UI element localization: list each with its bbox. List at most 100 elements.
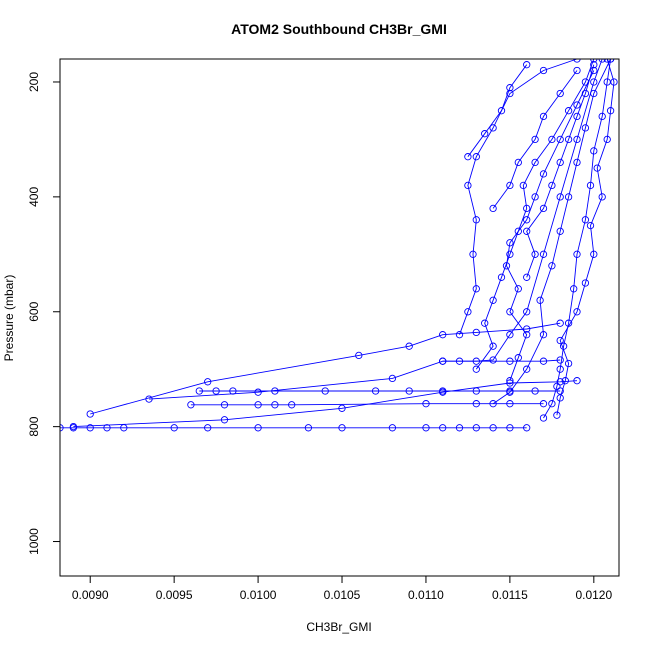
data-point: [187, 401, 195, 409]
data-point: [581, 124, 590, 132]
data-point: [514, 354, 522, 362]
data-point: [506, 377, 514, 385]
series-6: [439, 59, 606, 365]
data-point: [561, 377, 569, 385]
data-point: [573, 308, 581, 316]
series-layer: [60, 59, 618, 432]
data-point: [573, 66, 581, 75]
data-point: [506, 89, 514, 98]
data-point: [489, 400, 497, 408]
data-point: [556, 319, 564, 327]
data-point: [405, 387, 413, 395]
series-line: [506, 70, 595, 381]
data-point: [288, 401, 296, 409]
data-point: [506, 181, 514, 190]
data-point: [220, 401, 229, 409]
series-line: [526, 64, 595, 278]
data-point: [573, 158, 581, 167]
data-point: [573, 59, 581, 63]
data-point: [506, 84, 514, 92]
data-point: [556, 394, 564, 402]
data-point: [590, 147, 598, 155]
data-point: [581, 216, 590, 224]
data-point: [556, 365, 564, 373]
series-9: [539, 59, 615, 422]
data-point: [590, 78, 598, 86]
data-point: [472, 400, 480, 408]
data-point: [355, 351, 363, 360]
data-point: [69, 422, 78, 431]
series-line: [492, 59, 612, 405]
data-point: [514, 227, 522, 235]
series-4: [86, 319, 564, 418]
series-3: [145, 356, 564, 403]
data-point: [539, 204, 548, 213]
series-14: [464, 61, 531, 161]
data-point: [439, 331, 447, 339]
y-tick-label: 800: [27, 416, 41, 436]
data-point: [489, 204, 497, 213]
x-tick-label: 0.0090: [72, 588, 109, 602]
x-axis-label: CH3Br_GMI: [306, 620, 371, 634]
x-tick-label: 0.0105: [324, 588, 361, 602]
data-point: [581, 279, 590, 287]
x-tick-label: 0.0095: [156, 588, 193, 602]
data-point: [573, 250, 581, 258]
series-line: [556, 59, 615, 416]
data-point: [405, 342, 413, 350]
data-point: [536, 296, 544, 304]
data-point: [489, 296, 497, 304]
data-point: [556, 227, 564, 235]
data-point: [514, 285, 522, 293]
series-15: [489, 66, 581, 213]
x-tick-label: 0.0120: [575, 588, 612, 602]
data-point: [523, 227, 531, 235]
data-point: [506, 331, 514, 339]
data-point: [489, 342, 497, 350]
data-point: [590, 250, 598, 258]
y-tick-label: 600: [27, 301, 41, 321]
data-point: [204, 378, 212, 386]
data-point: [603, 135, 611, 144]
data-point: [195, 387, 203, 395]
series-12: [553, 59, 618, 419]
data-point: [472, 365, 480, 373]
data-point: [548, 400, 556, 408]
data-point: [570, 285, 578, 293]
data-point: [506, 239, 514, 247]
data-point: [564, 193, 573, 201]
series-clip-group: [60, 59, 618, 432]
data-point: [439, 424, 447, 432]
data-point: [581, 89, 590, 98]
data-point: [519, 181, 527, 190]
series-11: [472, 59, 598, 373]
data-point: [523, 273, 531, 281]
data-point: [86, 410, 94, 418]
data-point: [481, 130, 489, 138]
series-2: [187, 400, 548, 409]
data-point: [598, 59, 606, 63]
data-point: [271, 401, 279, 409]
data-point: [553, 411, 561, 419]
x-tick-label: 0.0110: [408, 588, 444, 602]
data-point: [523, 331, 531, 339]
data-point: [254, 401, 262, 409]
x-axis: 0.0090 0.0095 0.0100 0.0105 0.0110 0.0115 0.01…: [72, 576, 612, 602]
data-point: [606, 59, 615, 63]
data-point: [539, 400, 548, 408]
data-point: [86, 424, 94, 432]
data-point: [610, 78, 618, 86]
data-point: [455, 424, 464, 432]
series-line: [492, 70, 578, 209]
data-point: [531, 387, 539, 395]
y-tick-label: 400: [27, 187, 41, 207]
data-point: [514, 158, 522, 167]
data-point: [204, 424, 212, 432]
data-point: [103, 424, 111, 432]
data-point: [523, 204, 531, 213]
data-point: [388, 424, 397, 432]
data-point: [573, 135, 581, 144]
data-point: [523, 308, 531, 316]
data-point: [590, 61, 598, 69]
